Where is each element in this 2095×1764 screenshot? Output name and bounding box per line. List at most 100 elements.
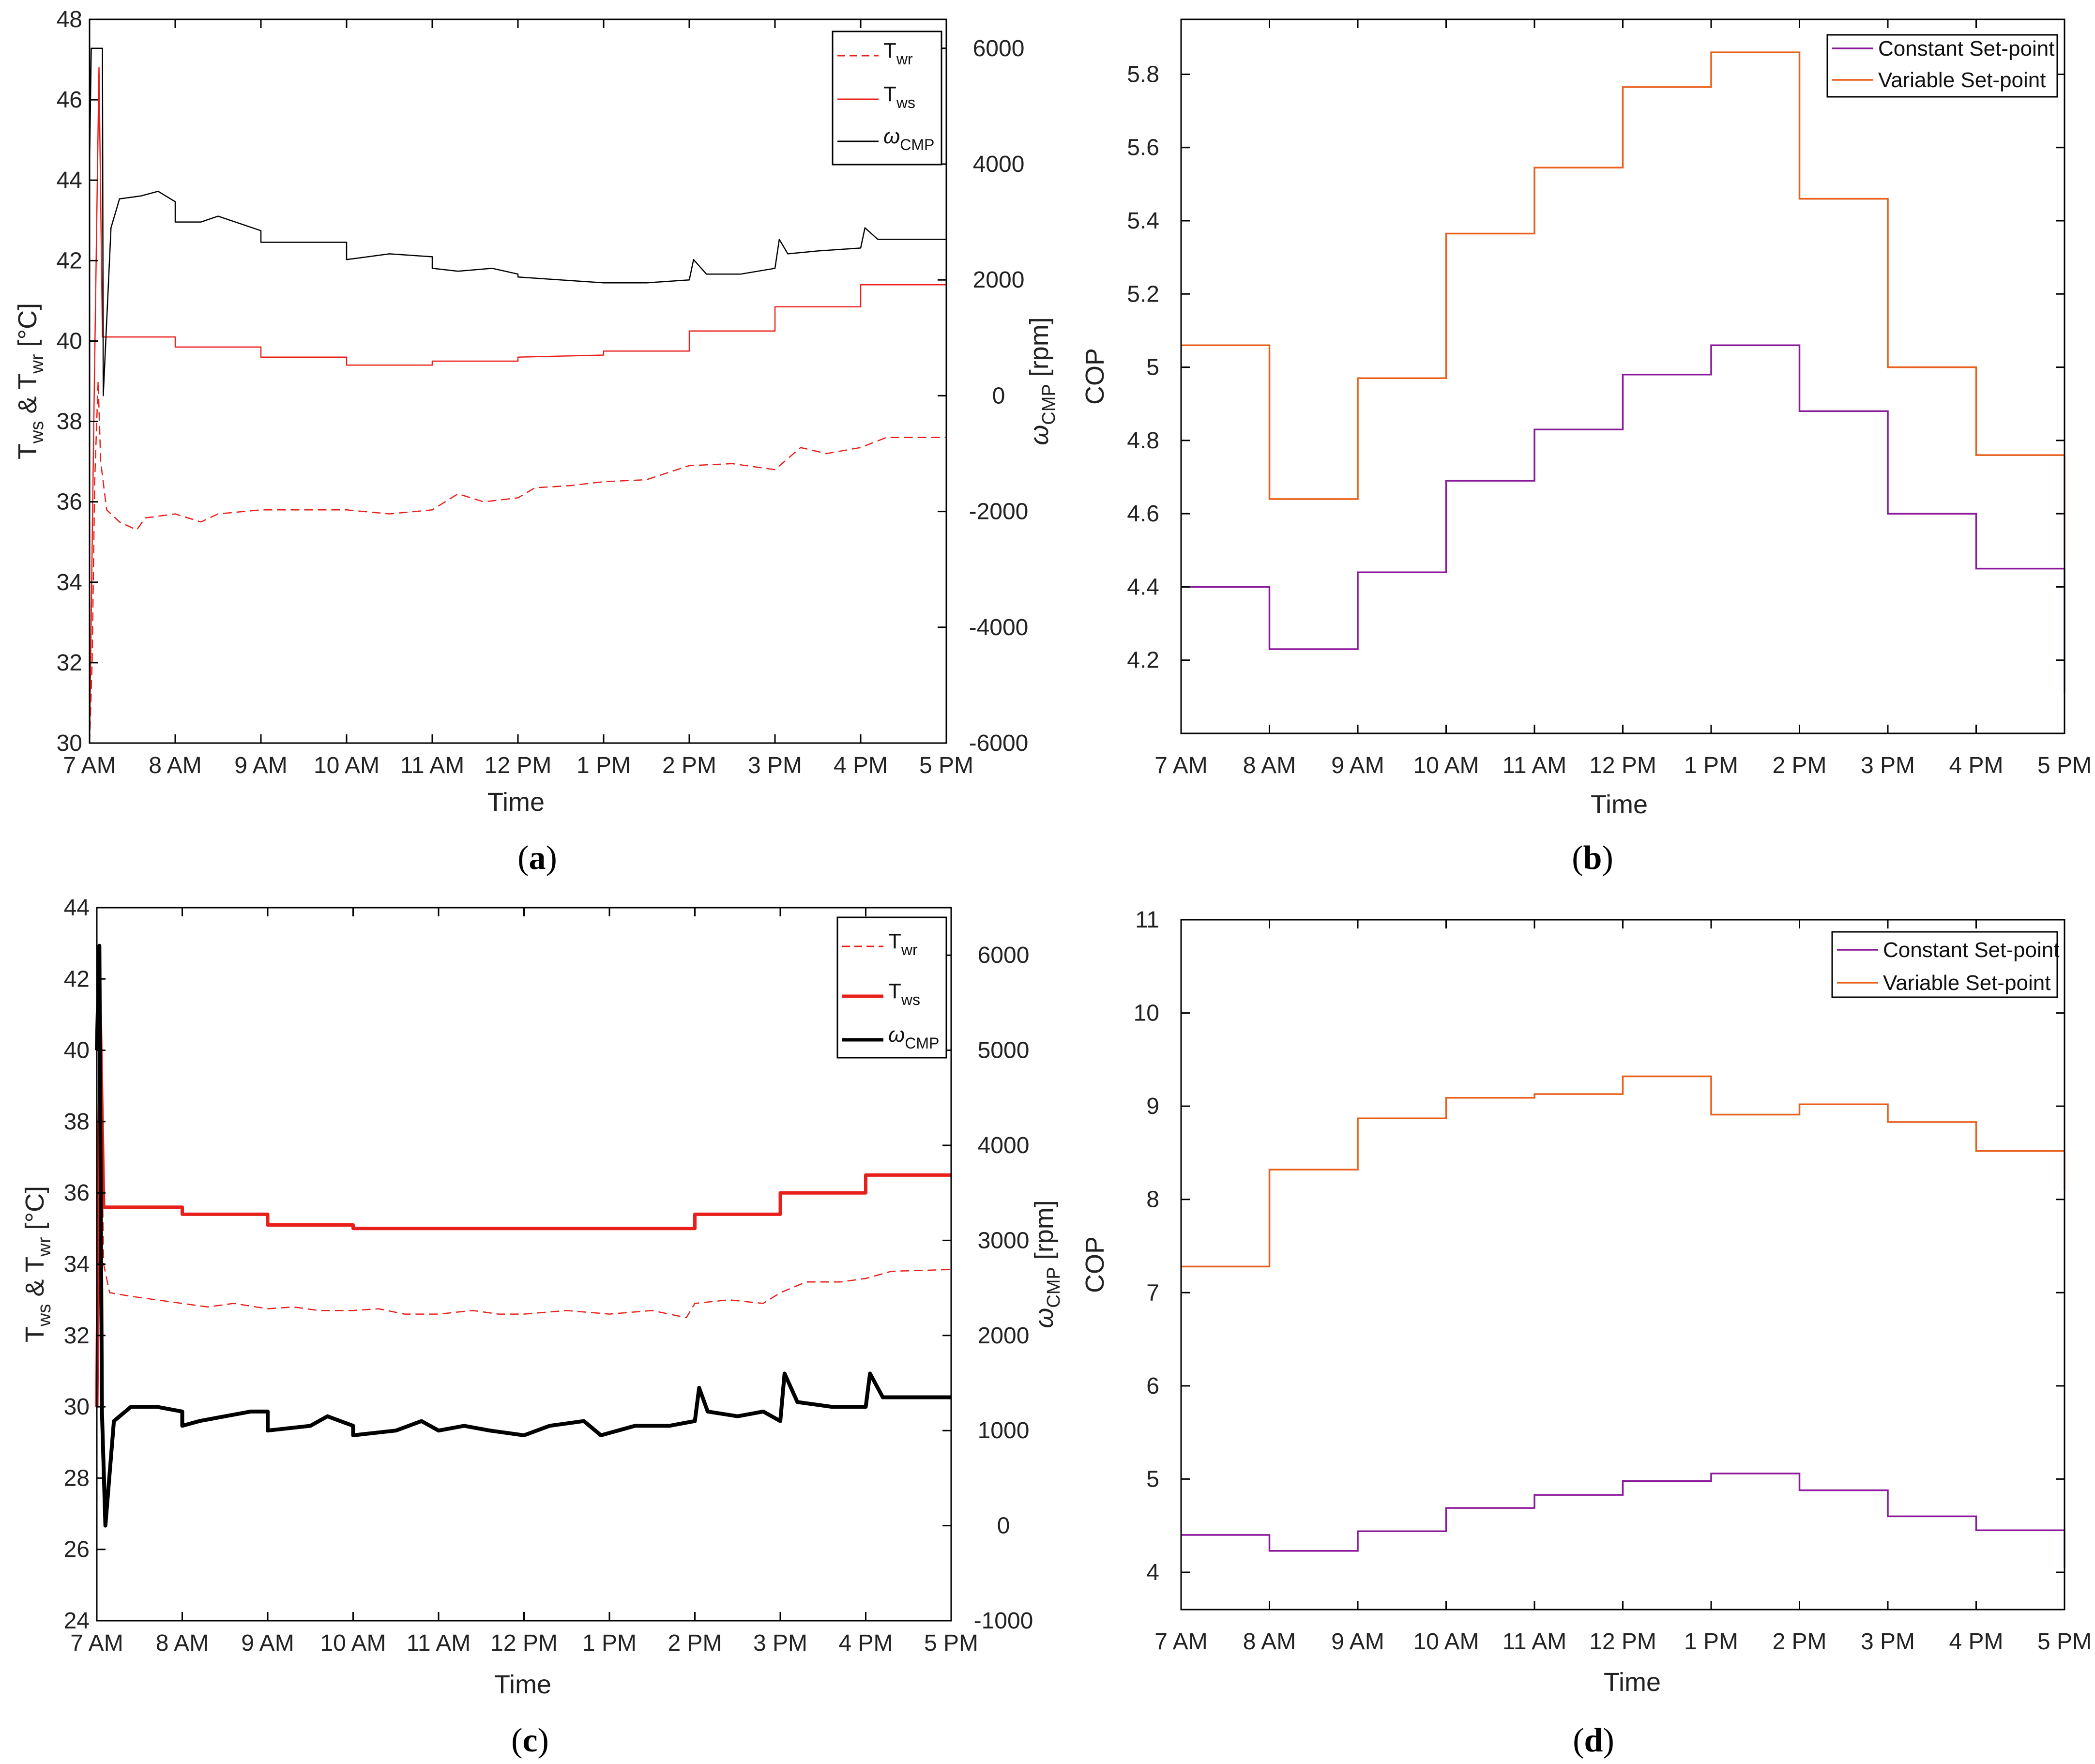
x-tick-label: 11 AM (400, 753, 465, 778)
x-tick-label: 3 PM (1861, 753, 1915, 778)
x-tick-label: 8 AM (1243, 1629, 1296, 1655)
x-tick-label: 5 PM (2037, 1629, 2092, 1655)
x-tick-label: 12 PM (485, 753, 552, 778)
y-tick-label: 5.4 (1127, 208, 1159, 234)
y-right-tick-label: -4000 (969, 615, 1029, 640)
y-right-axis-title: ωCMP [rpm] (1030, 1200, 1064, 1328)
x-tick-label: 7 AM (63, 753, 116, 778)
y-right-tick-label: 1000 (978, 1418, 1030, 1444)
x-tick-label: 4 PM (1949, 753, 2003, 778)
panel-d-cop-chart: 7 AM 8 AM 9 AM 10 AM 11 AM 12 PM 1 PM 2 PM 3 PM 4… (1080, 907, 2092, 1759)
y-left-tick-label: 30 (57, 730, 82, 756)
x-tick-label: 4 PM (834, 753, 888, 778)
legend-label: Constant Set-point (1883, 938, 2059, 962)
y-left-tick-label: 42 (57, 248, 82, 274)
x-tick-label: 7 AM (1154, 1629, 1207, 1655)
x-tick-label: 12 PM (1589, 753, 1656, 778)
y-tick-label: 6 (1146, 1373, 1159, 1399)
panel-letter: a (529, 839, 546, 877)
y-left-tick-label: 44 (57, 167, 82, 193)
x-tick-label: 3 PM (753, 1630, 807, 1656)
series-step-constant-set-point (1181, 344, 2065, 693)
y-tick-label: 5 (1146, 355, 1159, 380)
legend-label: Twr (883, 39, 913, 68)
y-right-tick-label: 0 (997, 1513, 1010, 1539)
legend: Twr Tws ωCMP (832, 30, 942, 166)
y-left-tick-label: 30 (64, 1394, 90, 1420)
series-step-variable-set-point (1181, 51, 2065, 562)
x-axis-title: Time (1591, 790, 1648, 819)
y-tick-label: 4 (1146, 1560, 1159, 1585)
series-line-twr (89, 380, 946, 744)
panel-letter: d (1584, 1722, 1603, 1759)
x-tick-label: 11 AM (1503, 753, 1567, 778)
y-left-tick-label: 38 (57, 409, 82, 435)
panel-label: (b) (1572, 839, 1613, 877)
y-left-tick-label: 32 (57, 650, 82, 676)
x-tick-label: 5 PM (924, 1630, 978, 1656)
x-tick-label: 5 PM (2037, 753, 2092, 778)
x-tick-label: 10 AM (1413, 1629, 1479, 1655)
y-left-tick-label: 44 (64, 895, 90, 921)
x-tick-label: 1 PM (577, 753, 631, 778)
legend-box (836, 916, 947, 1059)
panel-letter: b (1583, 839, 1602, 877)
x-tick-label: 7 AM (70, 1630, 123, 1656)
y-right-tick-label: -6000 (969, 730, 1029, 756)
y-right-tick-label: -1000 (974, 1608, 1033, 1634)
y-tick-label: 4.2 (1127, 648, 1159, 673)
x-tick-label: 8 AM (156, 1630, 209, 1656)
x-axis-title: Time (1604, 1668, 1661, 1697)
y-left-tick-label: 36 (64, 1180, 90, 1206)
x-tick-label: 3 PM (748, 753, 802, 778)
y-left-tick-label: 40 (64, 1038, 90, 1064)
x-tick-label: 12 PM (490, 1630, 558, 1656)
x-tick-label: 11 AM (407, 1630, 471, 1656)
y-right-tick-label: 2000 (978, 1323, 1030, 1349)
y-tick-label: 5.8 (1127, 61, 1159, 87)
x-tick-label: 10 AM (314, 753, 380, 778)
y-tick-label: 5 (1146, 1466, 1159, 1492)
x-tick-label: 1 PM (1684, 753, 1738, 778)
y-tick-label: 11 (1135, 907, 1159, 933)
y-right-tick-label: 4000 (978, 1133, 1030, 1158)
legend-label: Variable Set-point (1883, 971, 2051, 995)
x-tick-label: 5 PM (919, 753, 973, 778)
legend-label: Constant Set-point (1878, 37, 2054, 61)
panel-b-cop-chart: 7 AM 8 AM 9 AM 10 AM 11 AM 12 PM 1 PM 2 PM 3 PM 4… (1080, 18, 2092, 877)
y-left-axis-title: Tws & Twr [°C] (20, 1186, 55, 1342)
panel-label: (a) (517, 839, 557, 877)
y-left-tick-label: 38 (64, 1109, 90, 1135)
x-tick-label: 2 PM (668, 1630, 722, 1656)
x-axis-title: Time (494, 1670, 551, 1699)
series-line-wcmp (89, 47, 946, 396)
x-axis-title: Time (487, 788, 545, 817)
y-left-tick-label: 42 (64, 966, 90, 992)
y-left-tick-label: 34 (64, 1252, 90, 1277)
series-step-constant-set-point (1181, 1473, 2065, 1568)
panel-label: (c) (511, 1722, 549, 1759)
x-tick-label: 10 AM (1413, 753, 1479, 778)
y-right-tick-label: 6000 (978, 943, 1030, 968)
panel-a-temperature-speed-chart: 7 AM 8 AM 9 AM 10 AM 11 AM 12 PM 1 PM 2 PM 3 PM 4… (13, 7, 1059, 877)
x-tick-label: 7 AM (1154, 753, 1207, 778)
x-tick-label: 11 AM (1503, 1629, 1567, 1655)
panel-letter: c (522, 1722, 537, 1759)
x-tick-label: 9 AM (241, 1630, 294, 1656)
series-line-tws (89, 67, 946, 744)
y-tick-label: 5.2 (1127, 281, 1159, 307)
y-axis-title: COP (1080, 348, 1109, 405)
series-line-twr (96, 1049, 952, 1407)
panel-label: (d) (1573, 1722, 1614, 1759)
y-right-axis-title: ωCMP [rpm] (1025, 317, 1059, 445)
x-tick-label: 8 AM (149, 753, 201, 778)
y-left-tick-label: 48 (57, 7, 82, 32)
x-tick-label: 1 PM (1684, 1629, 1738, 1655)
legend-label: ωCMP (883, 124, 934, 153)
legend: Constant Set-point Variable Set-point (1826, 34, 2058, 98)
legend: Constant Set-point Variable Set-point (1831, 931, 2059, 998)
x-tick-label: 9 AM (1331, 753, 1384, 778)
y-left-tick-label: 28 (64, 1465, 90, 1491)
y-left-axis-title: Tws & Twr [°C] (13, 303, 47, 459)
